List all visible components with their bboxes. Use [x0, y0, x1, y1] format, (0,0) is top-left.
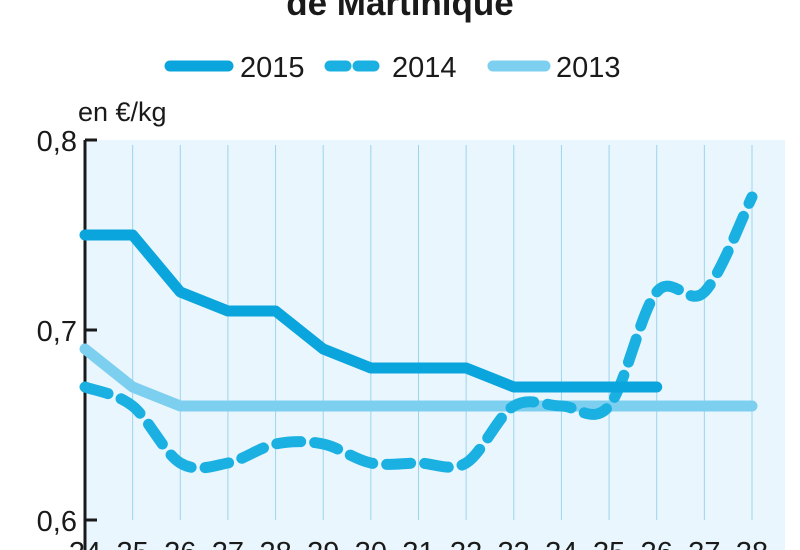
x-tick-label: 31 [402, 537, 434, 550]
x-tick-label: 29 [307, 537, 339, 550]
y-axis-label: en €/kg [78, 97, 167, 127]
legend-label-2015: 2015 [240, 52, 305, 84]
x-tick-label: 28 [259, 537, 291, 550]
x-tick-label: 38 [736, 537, 768, 550]
series-2014-line [79, 191, 758, 474]
y-tick-label: 0,6 [37, 506, 77, 538]
plot-area [85, 140, 785, 550]
x-tick-label: 25 [117, 537, 149, 550]
x-tick-label: 37 [688, 537, 720, 550]
x-tick-label: 27 [212, 537, 244, 550]
x-tick-label: 34 [545, 537, 577, 550]
chart-title: de Martinique [286, 0, 514, 23]
x-tick-label: 33 [498, 537, 530, 550]
legend-label-2014: 2014 [392, 52, 457, 84]
x-tick-label: 32 [450, 537, 482, 550]
y-tick-label: 0,7 [37, 316, 77, 348]
x-tick-label: 26 [164, 537, 196, 550]
x-tick-label: 24 [69, 537, 101, 550]
x-tick-label: 36 [641, 537, 673, 550]
x-tick-label: 30 [355, 537, 387, 550]
legend-label-2013: 2013 [556, 52, 621, 84]
x-tick-label: 35 [593, 537, 625, 550]
y-tick-label: 0,8 [37, 126, 77, 158]
